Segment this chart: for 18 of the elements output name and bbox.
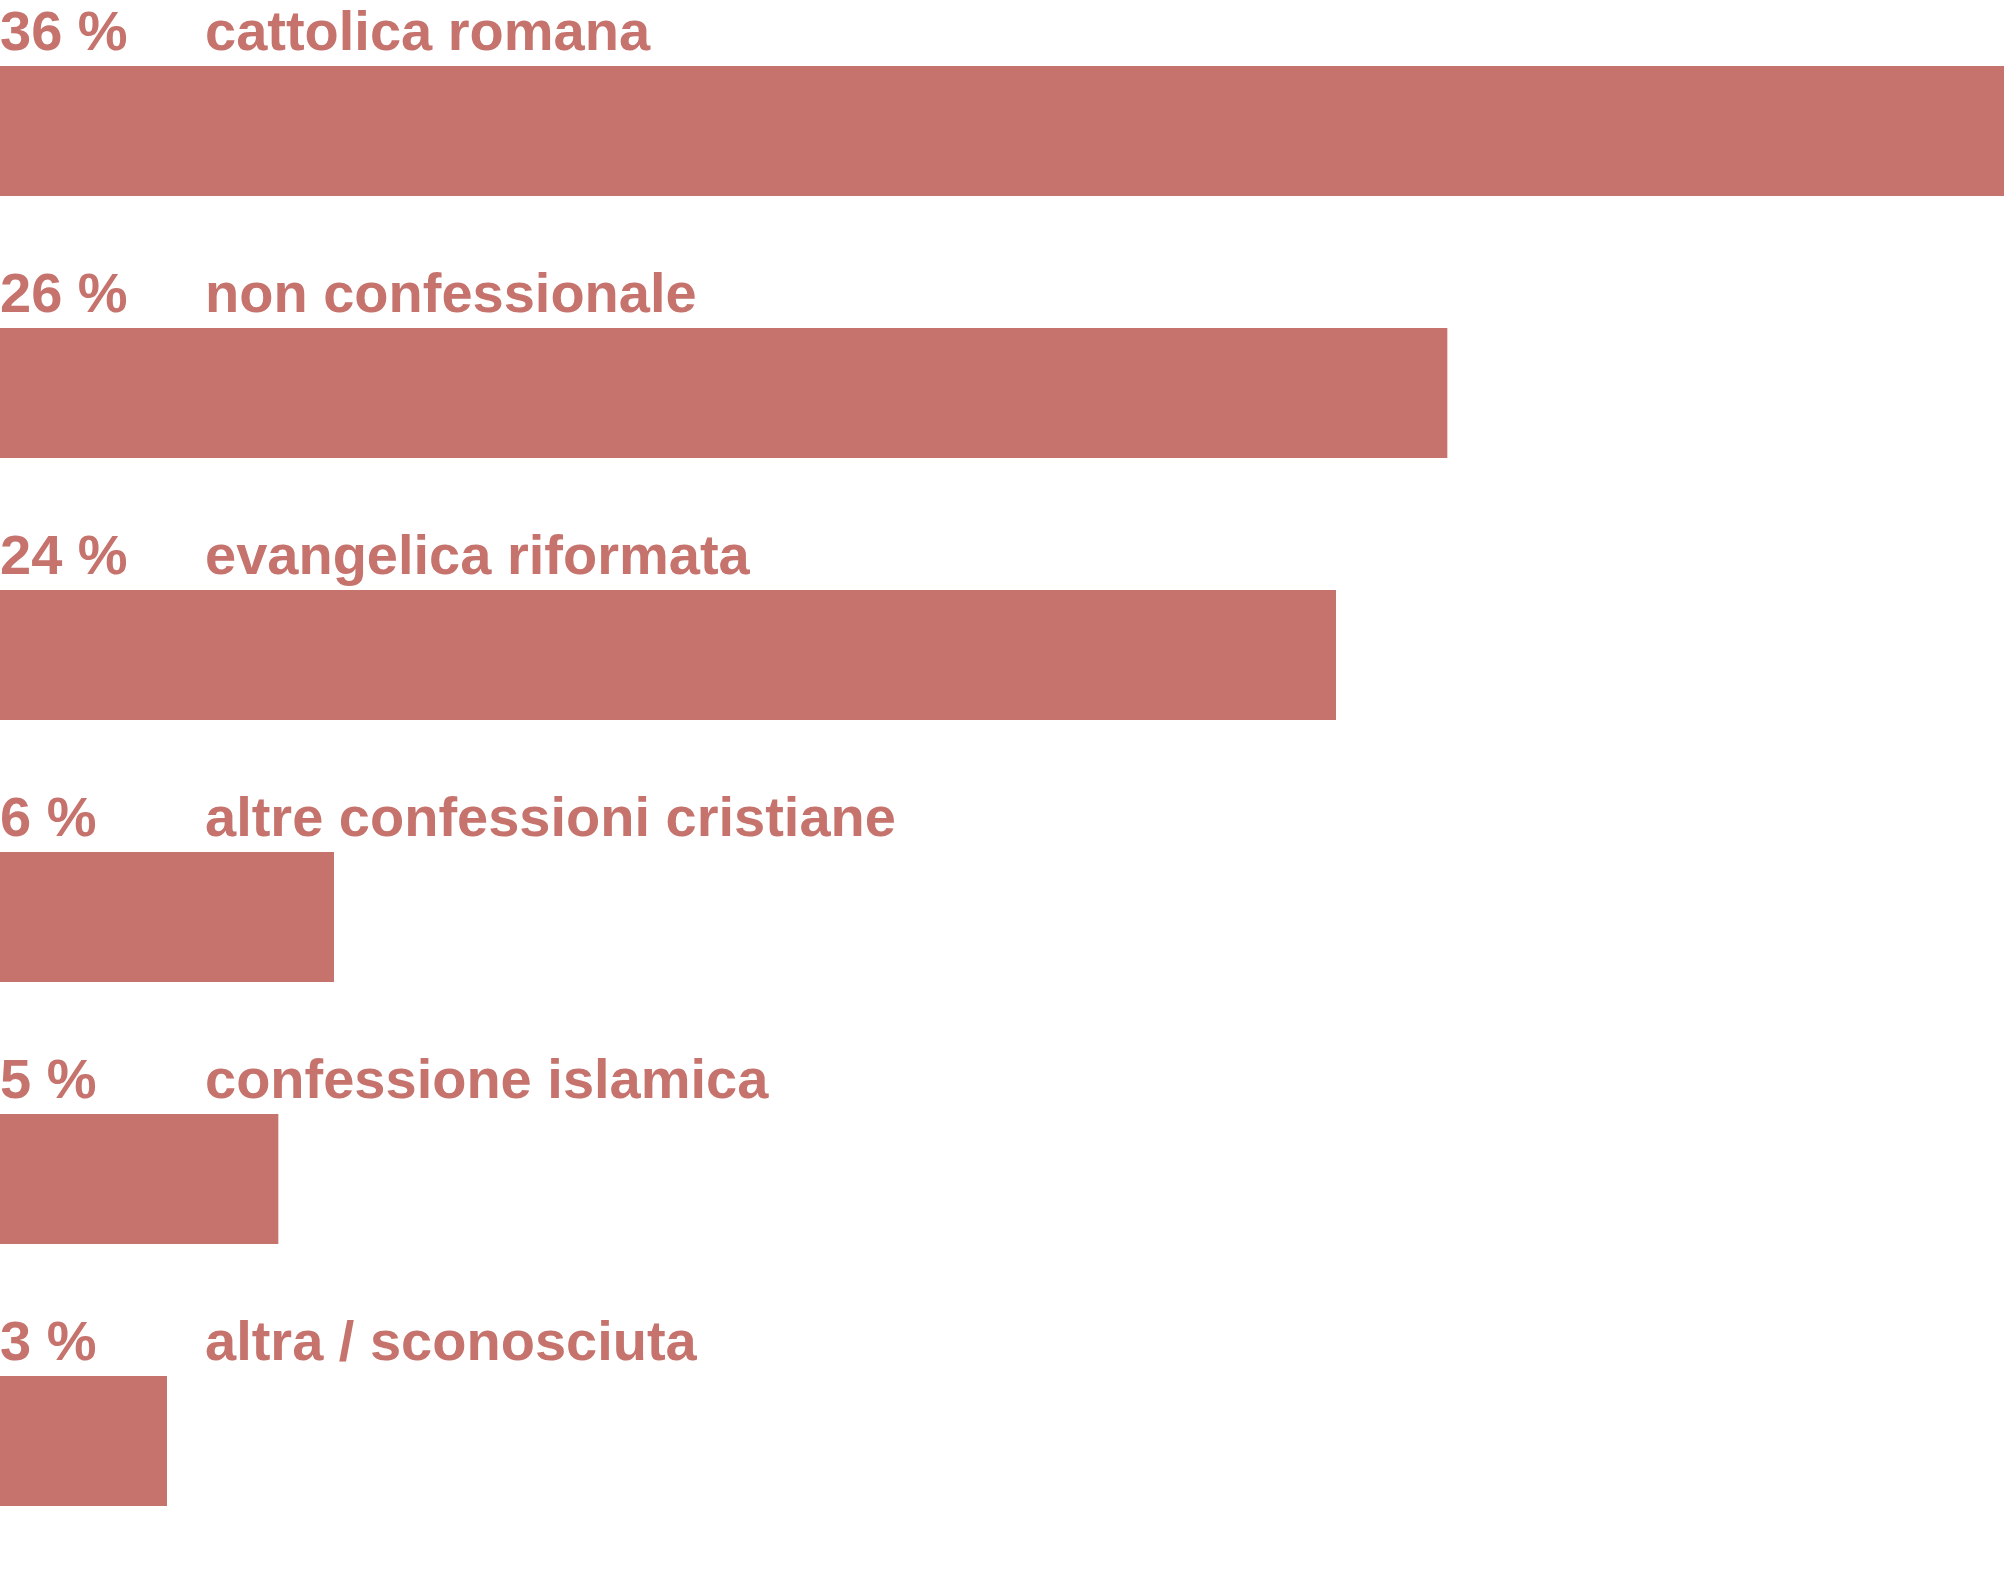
y-tick-label: altre confessioni cristiane <box>205 785 896 848</box>
y-tick-label: evangelica riformata <box>205 523 751 586</box>
data-label: 6 % <box>0 785 97 848</box>
bar <box>0 590 1336 720</box>
bar <box>0 1114 279 1244</box>
bar <box>0 328 1448 458</box>
data-label: 26 % <box>0 261 128 324</box>
data-label: 5 % <box>0 1047 97 1110</box>
bar <box>0 66 2004 196</box>
y-tick-label: cattolica romana <box>205 0 651 62</box>
data-label: 36 % <box>0 0 128 62</box>
bar <box>0 852 334 982</box>
y-tick-label: altra / sconosciuta <box>205 1309 698 1372</box>
data-label: 3 % <box>0 1309 97 1372</box>
y-tick-label: confessione islamica <box>205 1047 770 1110</box>
data-label: 24 % <box>0 523 128 586</box>
y-tick-label: non confessionale <box>205 261 697 324</box>
bar <box>0 1376 167 1506</box>
